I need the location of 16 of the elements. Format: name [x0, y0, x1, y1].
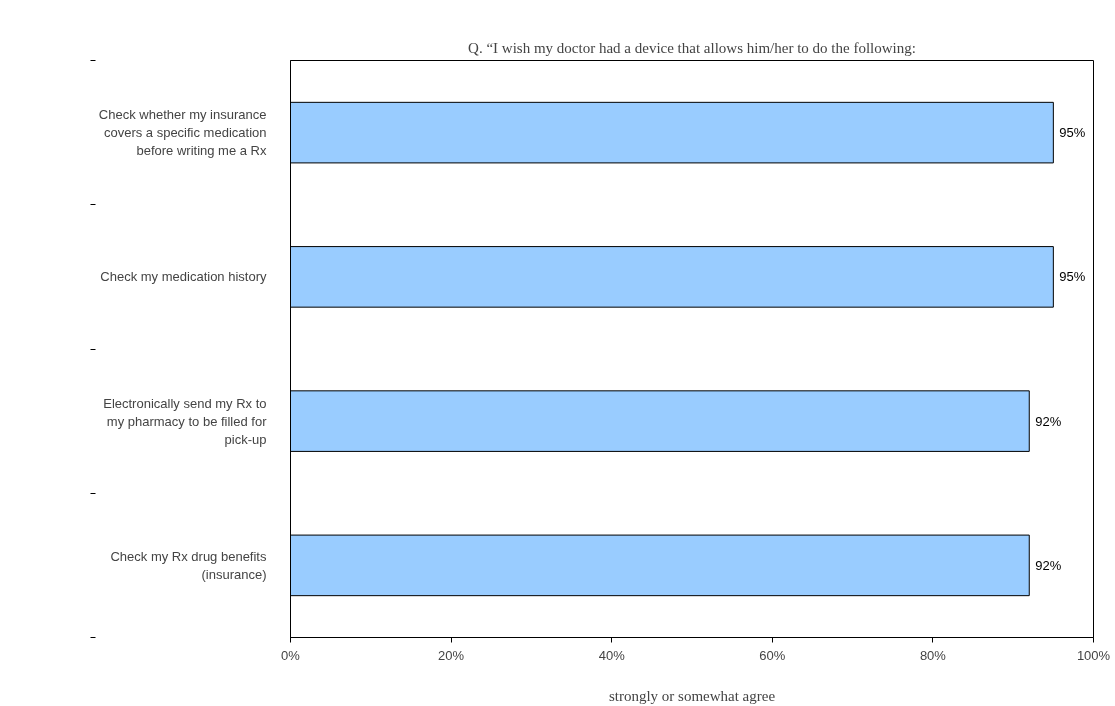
x-tick-label: 20%: [438, 647, 465, 663]
chart-title: Q. “I wish my doctor had a device that allows him/her to do the following:: [468, 39, 916, 56]
data-label: 95%: [1059, 269, 1086, 285]
data-label: 95%: [1059, 125, 1086, 141]
x-tick-label: 40%: [598, 647, 626, 663]
x-axis-title: strongly or somewhat agree: [608, 687, 776, 704]
y-tick-label: Check whether my insurance covers a specific medication before writing me a Rx: [98, 107, 267, 159]
data-label: 92%: [1035, 413, 1062, 429]
x-tick-label: 80%: [919, 647, 947, 663]
x-tick-label: 100%: [1076, 647, 1111, 663]
y-tick-label: Check my medication history: [100, 269, 267, 285]
x-tick-label: 0%: [281, 647, 301, 663]
data-label: 92%: [1035, 557, 1062, 573]
y-tick-label: Check my Rx drug benefits (insurance): [110, 548, 267, 582]
y-tick-label: Electronically send my Rx to my pharmacy to be filled for pick-up: [103, 395, 268, 447]
x-tick-label: 60%: [759, 647, 786, 663]
